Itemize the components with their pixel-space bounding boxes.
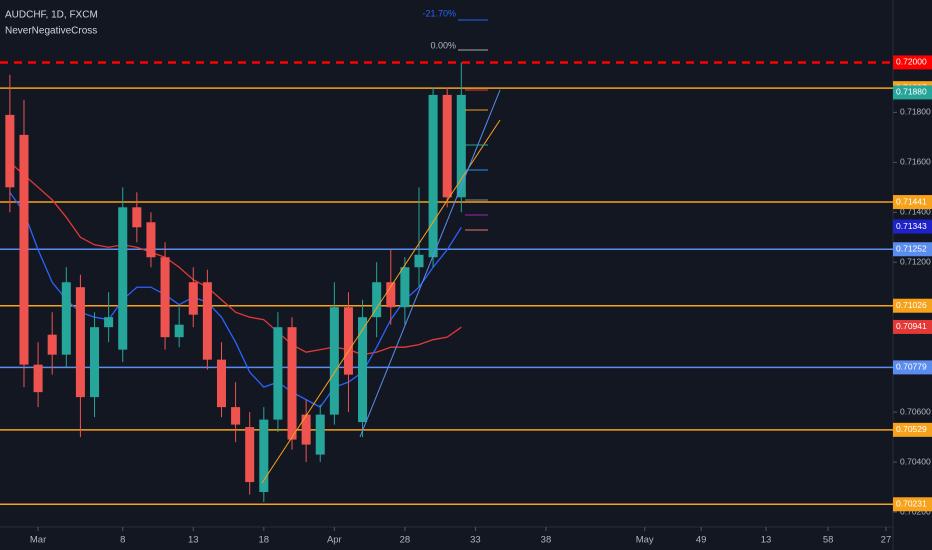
y-tick-label: 0.71400 <box>900 207 931 217</box>
candle-body <box>428 94 438 258</box>
candle-body <box>104 317 114 328</box>
price-label-box <box>893 422 932 437</box>
y-tick-label: 0.71200 <box>900 257 931 267</box>
trend-line <box>359 89 501 438</box>
price-label-box <box>893 195 932 210</box>
candle-body <box>287 327 297 440</box>
candle-body <box>329 307 339 415</box>
candle-body <box>146 222 156 258</box>
y-tick-label: 0.70600 <box>900 406 931 416</box>
candle-body <box>174 324 184 338</box>
candle-body <box>372 282 382 318</box>
candle-body <box>132 207 142 228</box>
candle-body <box>61 282 71 355</box>
moving-average <box>9 191 462 408</box>
price-label-box <box>893 497 932 512</box>
y-tick-label: 0.71600 <box>900 157 931 167</box>
indicator-name: NeverNegativeCross <box>5 26 97 37</box>
x-tick-label: 28 <box>400 535 411 546</box>
candle-body <box>33 364 43 393</box>
candle-body <box>456 94 466 198</box>
chart-title: AUDCHF, 1D, FXCM <box>5 10 98 21</box>
trend-line <box>261 119 501 484</box>
y-tick-label: 0.70400 <box>900 456 931 466</box>
candle-body <box>358 317 368 423</box>
x-tick-label: Mar <box>30 535 46 546</box>
candle-body <box>90 327 100 398</box>
price-label-box <box>893 55 932 70</box>
candle-body <box>414 254 424 268</box>
candle-body <box>442 94 452 198</box>
price-label: 0.70529 <box>896 424 927 434</box>
candle-body <box>301 414 311 445</box>
price-label-box <box>893 242 932 257</box>
candle-body <box>19 134 29 365</box>
price-label: 0.70941 <box>896 321 927 331</box>
x-tick-label: May <box>636 535 654 546</box>
candle-body <box>118 207 128 350</box>
candle-body <box>5 114 15 188</box>
price-label-box <box>893 298 932 313</box>
price-label-box <box>893 360 932 375</box>
fib-label: 0.00% <box>430 40 456 50</box>
price-label: 0.70779 <box>896 362 927 372</box>
price-label: 0.71026 <box>896 300 927 310</box>
price-label-box <box>893 219 932 234</box>
candle-body <box>75 287 85 398</box>
candle-body <box>315 414 325 455</box>
price-label: 0.71441 <box>896 196 927 206</box>
price-label: 0.70231 <box>896 499 927 509</box>
candle-body <box>259 419 269 493</box>
x-tick-label: 8 <box>120 535 125 546</box>
price-label-box <box>893 319 932 334</box>
price-label: 0.71880 <box>896 87 927 97</box>
x-tick-label: 13 <box>761 535 772 546</box>
candle-body <box>188 282 198 315</box>
plot <box>0 61 893 506</box>
x-tick-label: 58 <box>823 535 834 546</box>
candle-body <box>400 267 410 308</box>
candle-body <box>343 307 353 375</box>
y-tick-label: 0.71800 <box>900 107 931 117</box>
price-label: 0.71252 <box>896 244 927 254</box>
price-label: 0.72000 <box>896 57 927 67</box>
fib-label: -21.70% <box>422 8 456 18</box>
candle-body <box>245 427 255 483</box>
candle-body <box>47 334 57 355</box>
moving-average <box>9 161 462 356</box>
price-label-box <box>893 85 932 100</box>
price-label: 0.71343 <box>896 221 927 231</box>
candle-body <box>386 282 396 308</box>
x-tick-label: 27 <box>881 535 892 546</box>
x-tick-label: 13 <box>188 535 199 546</box>
x-tick-label: 49 <box>696 535 707 546</box>
candle-body <box>273 327 283 420</box>
candle-body <box>216 359 227 408</box>
x-tick-label: Apr <box>327 535 342 546</box>
x-tick-label: 33 <box>470 535 481 546</box>
x-tick-label: 38 <box>541 535 552 546</box>
x-tick-label: 18 <box>259 535 270 546</box>
candle-body <box>160 257 170 338</box>
candle-body <box>231 407 241 425</box>
candle-body <box>202 282 212 360</box>
